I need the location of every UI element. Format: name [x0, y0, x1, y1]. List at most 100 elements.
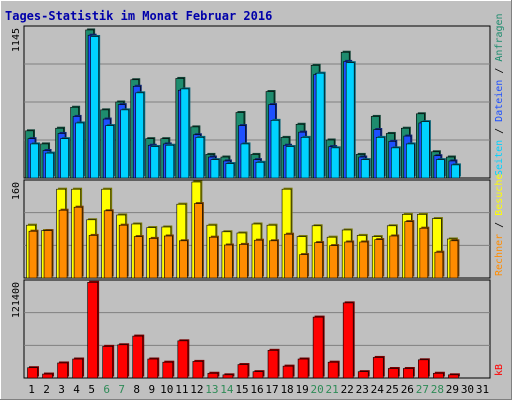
bar-seiten-day-22: [345, 62, 355, 179]
bar-rechner-day-15: [239, 244, 248, 279]
bar-kb-day-15: [237, 364, 249, 379]
legend-part: Rechner: [494, 234, 505, 276]
bar-rechner-day-23: [359, 241, 369, 279]
bar-rechner-day-4: [73, 206, 83, 279]
x-tick-label-day-25: 25: [386, 383, 399, 396]
bar-kb-day-25: [387, 368, 399, 379]
bar-seiten-day-28: [436, 159, 445, 179]
y-max-label: 160: [11, 182, 22, 200]
x-tick-label-day-4: 4: [73, 383, 80, 396]
bar-seiten-day-15: [240, 143, 250, 179]
bar-seiten-day-6: [105, 125, 114, 179]
legend-part: Besuche: [494, 174, 505, 216]
bar-rechner-day-24: [374, 239, 384, 279]
bar-rechner-day-5: [88, 235, 98, 279]
legend-part: Dateien: [494, 80, 505, 122]
bar-seiten-day-23: [360, 159, 370, 179]
bar-seiten-day-21: [330, 147, 340, 179]
legend-part: Anfragen: [494, 13, 505, 61]
bar-rechner-day-13: [209, 236, 218, 279]
bar-kb-day-27: [418, 359, 429, 379]
x-tick-label-day-19: 19: [295, 383, 308, 396]
bar-kb-day-5: [87, 282, 98, 379]
legend-part: /: [494, 122, 505, 140]
bar-rechner-day-22: [344, 241, 353, 279]
bar-rechner-day-2: [43, 230, 53, 279]
bar-seiten-day-9: [150, 146, 160, 179]
bar-kb-day-20: [312, 316, 324, 379]
bar-rechner-day-9: [148, 238, 158, 279]
x-tick-label-day-6: 6: [103, 383, 110, 396]
series-legend-label: kB: [494, 364, 505, 376]
x-tick-label-day-29: 29: [446, 383, 459, 396]
bar-seiten-day-25: [390, 147, 400, 179]
x-tick-label-day-22: 22: [341, 383, 354, 396]
bar-kb-day-28: [433, 372, 444, 379]
x-tick-label-day-7: 7: [118, 383, 125, 396]
bar-kb-day-18: [282, 365, 294, 379]
x-tick-label-day-26: 26: [401, 383, 414, 396]
bar-rechner-day-8: [133, 236, 143, 279]
x-tick-label-day-11: 11: [175, 383, 188, 396]
bar-seiten-day-13: [210, 159, 220, 179]
x-tick-label-day-24: 24: [371, 383, 385, 396]
bar-rechner-day-11: [179, 240, 188, 279]
x-tick-label-day-5: 5: [88, 383, 95, 396]
bar-kb-day-1: [27, 367, 38, 379]
visits-panel: 160 Rechner / Besuche: [11, 174, 505, 279]
bar-seiten-day-17: [270, 120, 280, 179]
bar-seiten-day-4: [75, 122, 84, 179]
x-tick-label-day-13: 13: [205, 383, 218, 396]
bar-kb-day-2: [42, 373, 53, 379]
y-max-label: 1145: [11, 28, 22, 52]
bar-kb-day-22: [342, 302, 354, 379]
bar-rechner-day-1: [28, 230, 38, 279]
bar-kb-day-23: [357, 371, 369, 379]
bar-kb-day-11: [177, 340, 189, 379]
bar-seiten-day-16: [255, 161, 265, 179]
series-legend-label: Seiten / Dateien / Anfragen: [494, 13, 505, 176]
bar-rechner-day-18: [284, 233, 293, 279]
bar-kb-day-8: [132, 335, 144, 379]
bar-kb-day-14: [222, 374, 234, 379]
x-tick-label-day-2: 2: [43, 383, 50, 396]
bar-kb-day-26: [403, 368, 414, 379]
y-max-label: 121400: [11, 282, 22, 318]
bar-kb-day-9: [147, 358, 159, 379]
bar-rechner-day-3: [58, 209, 68, 279]
x-tick-label-day-27: 27: [416, 383, 429, 396]
bar-seiten-day-10: [165, 144, 175, 179]
x-tick-label-day-16: 16: [250, 383, 263, 396]
x-tick-label-day-9: 9: [148, 383, 155, 396]
bar-rechner-day-10: [163, 235, 173, 279]
bar-kb-day-3: [57, 362, 68, 379]
bar-kb-day-16: [252, 371, 264, 379]
x-tick-label-day-10: 10: [160, 383, 173, 396]
bar-kb-day-24: [372, 357, 384, 379]
bar-rechner-day-16: [254, 239, 263, 279]
bar-seiten-day-7: [120, 109, 129, 179]
bar-rechner-day-27: [419, 227, 429, 279]
bar-rechner-day-14: [224, 244, 233, 279]
bar-rechner-day-7: [118, 224, 128, 279]
x-tick-label-day-21: 21: [326, 383, 339, 396]
bar-kb-day-19: [297, 358, 309, 379]
bar-seiten-day-26: [406, 143, 415, 179]
bar-kb-day-21: [327, 361, 339, 379]
bar-rechner-day-21: [329, 245, 338, 279]
x-axis-day-labels: 1 2 3 4 5 6 7 8 9 10 11 12 13 14 15 16 17 18 19 20 21 22 23 24 2…: [28, 383, 489, 396]
bar-seiten-day-20: [315, 72, 325, 179]
bar-kb-day-6: [102, 346, 113, 379]
bar-seiten-day-2: [45, 152, 54, 179]
x-tick-label-day-18: 18: [280, 383, 293, 396]
legend-part: Seiten: [494, 140, 505, 176]
kbytes-panel: 121400 kB: [11, 279, 505, 379]
bar-seiten-day-12: [195, 137, 205, 179]
bar-rechner-day-28: [434, 251, 444, 279]
x-tick-label-day-15: 15: [235, 383, 248, 396]
bar-rechner-day-25: [389, 235, 399, 279]
requests-panel: 1145 Seiten / Dateien / Anfragen: [11, 13, 505, 179]
bar-rechner-day-20: [314, 242, 323, 279]
series-legend-label: Rechner / Besuche: [494, 174, 505, 276]
x-tick-label-day-17: 17: [265, 383, 278, 396]
